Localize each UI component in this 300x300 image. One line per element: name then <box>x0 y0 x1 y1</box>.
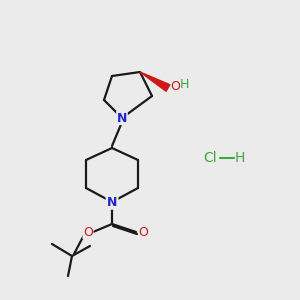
Text: H: H <box>179 77 189 91</box>
Text: N: N <box>117 112 127 124</box>
Polygon shape <box>140 72 170 91</box>
Text: O: O <box>138 226 148 239</box>
Text: N: N <box>107 196 117 208</box>
Text: H: H <box>235 151 245 165</box>
Text: O: O <box>83 226 93 238</box>
Text: O: O <box>170 80 180 94</box>
Text: Cl: Cl <box>203 151 217 165</box>
